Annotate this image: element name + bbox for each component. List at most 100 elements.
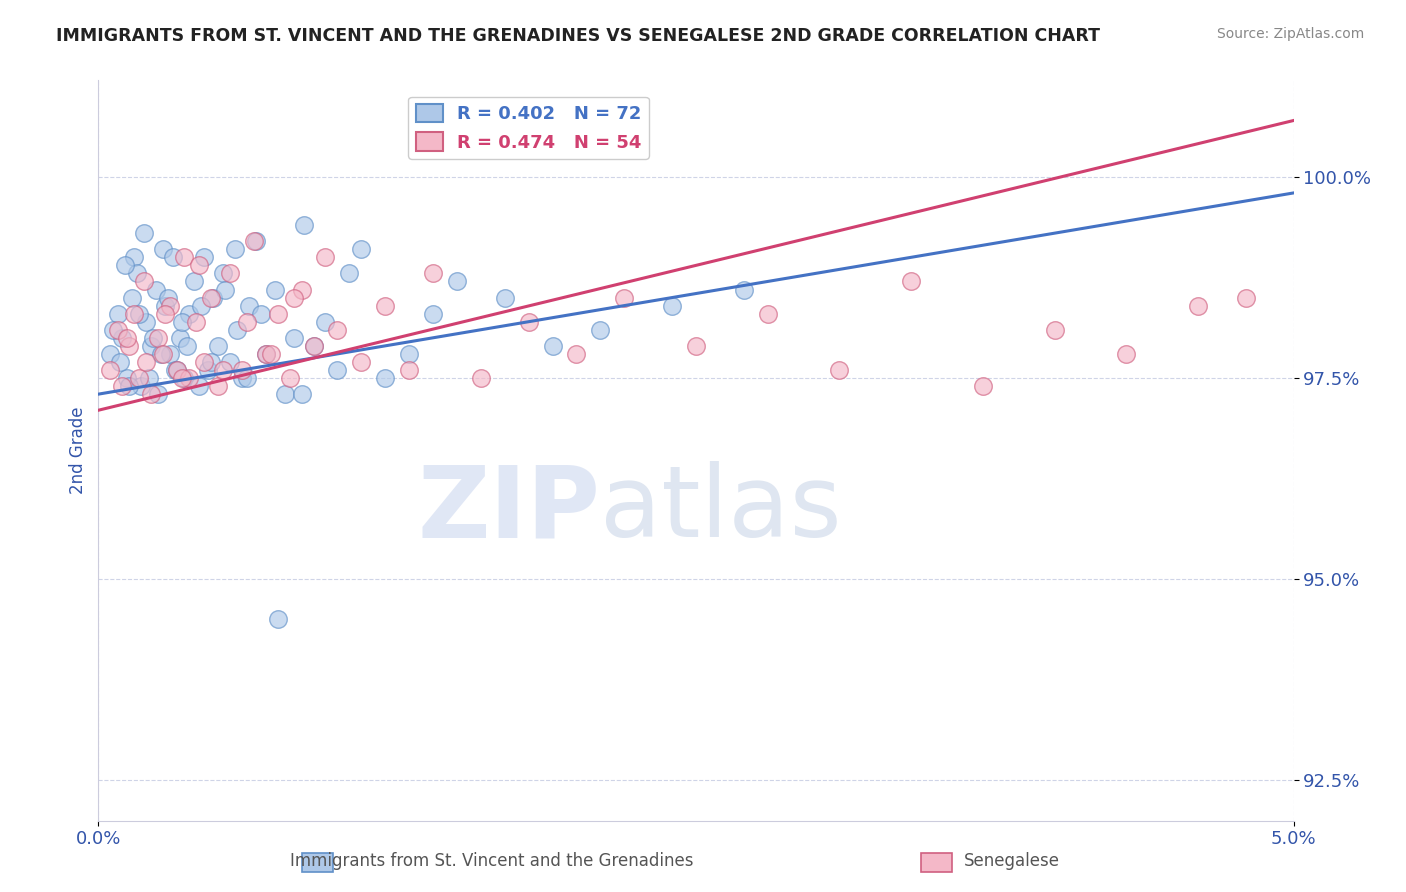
Point	[176, 339, 198, 353]
Point	[163, 363, 186, 377]
Point	[207, 379, 229, 393]
Point	[115, 371, 138, 385]
Point	[101, 323, 124, 337]
Point	[315, 315, 337, 329]
Point	[235, 315, 257, 329]
Point	[422, 267, 444, 281]
Point	[259, 347, 281, 361]
Point	[155, 307, 177, 321]
Point	[202, 291, 225, 305]
Point	[278, 371, 301, 385]
Point	[224, 242, 246, 256]
Point	[231, 371, 253, 385]
Point	[166, 363, 188, 377]
Point	[470, 371, 492, 385]
Point	[200, 355, 222, 369]
Point	[250, 307, 273, 321]
Y-axis label: 2nd Grade: 2nd Grade	[69, 407, 87, 494]
Point	[159, 299, 181, 313]
Point	[446, 275, 468, 289]
Point	[173, 371, 195, 385]
Legend: R = 0.402   N = 72, R = 0.474   N = 54: R = 0.402 N = 72, R = 0.474 N = 54	[409, 96, 648, 159]
Text: Senegalese: Senegalese	[965, 852, 1060, 870]
Point	[145, 283, 167, 297]
Point	[264, 283, 287, 297]
Point	[1187, 299, 1209, 313]
Point	[128, 371, 150, 385]
Point	[162, 250, 184, 264]
Point	[315, 250, 337, 264]
Point	[274, 387, 297, 401]
Point	[283, 331, 305, 345]
Point	[121, 291, 143, 305]
Point	[231, 363, 253, 377]
Point	[179, 307, 201, 321]
Point	[135, 315, 157, 329]
Point	[494, 291, 516, 305]
Point	[245, 234, 267, 248]
Point	[124, 307, 146, 321]
Point	[254, 347, 277, 361]
Point	[159, 347, 181, 361]
Point	[155, 299, 177, 313]
Point	[565, 347, 588, 361]
Point	[685, 339, 707, 353]
Point	[156, 291, 179, 305]
Point	[661, 299, 683, 313]
Point	[326, 363, 349, 377]
Point	[214, 283, 236, 297]
Point	[398, 347, 420, 361]
Point	[187, 379, 209, 393]
Point	[374, 299, 396, 313]
Point	[235, 371, 257, 385]
Point	[108, 355, 131, 369]
Point	[326, 323, 349, 337]
Point	[148, 387, 170, 401]
Point	[149, 347, 172, 361]
Point	[111, 379, 134, 393]
Point	[107, 307, 129, 321]
Point	[589, 323, 612, 337]
Point	[173, 250, 195, 264]
Point	[132, 275, 155, 289]
Point	[115, 331, 138, 345]
Point	[541, 339, 564, 353]
Point	[517, 315, 540, 329]
Point	[291, 387, 314, 401]
Point	[128, 307, 150, 321]
Text: ZIP: ZIP	[418, 461, 600, 558]
Point	[613, 291, 636, 305]
Point	[187, 258, 209, 272]
Point	[193, 250, 215, 264]
Text: Immigrants from St. Vincent and the Grenadines: Immigrants from St. Vincent and the Gren…	[291, 852, 693, 870]
Point	[374, 371, 396, 385]
Text: atlas: atlas	[600, 461, 842, 558]
Text: IMMIGRANTS FROM ST. VINCENT AND THE GRENADINES VS SENEGALESE 2ND GRADE CORRELATI: IMMIGRANTS FROM ST. VINCENT AND THE GREN…	[56, 27, 1101, 45]
Point	[193, 355, 215, 369]
Point	[197, 363, 219, 377]
Point	[114, 258, 136, 272]
Point	[139, 387, 162, 401]
Point	[1234, 291, 1257, 305]
Point	[219, 355, 242, 369]
Point	[211, 267, 233, 281]
Point	[972, 379, 994, 393]
Point	[111, 331, 134, 345]
Point	[1115, 347, 1137, 361]
Point	[190, 299, 212, 313]
Point	[238, 299, 260, 313]
Point	[152, 242, 174, 256]
Point	[302, 339, 325, 353]
Point	[148, 331, 170, 345]
Point	[211, 363, 233, 377]
Point	[207, 339, 229, 353]
Text: Source: ZipAtlas.com: Source: ZipAtlas.com	[1216, 27, 1364, 41]
Point	[267, 612, 290, 626]
Point	[267, 307, 290, 321]
Point	[350, 242, 373, 256]
Point	[183, 275, 205, 289]
Point	[186, 315, 208, 329]
Point	[172, 371, 194, 385]
Point	[118, 379, 141, 393]
Point	[1043, 323, 1066, 337]
